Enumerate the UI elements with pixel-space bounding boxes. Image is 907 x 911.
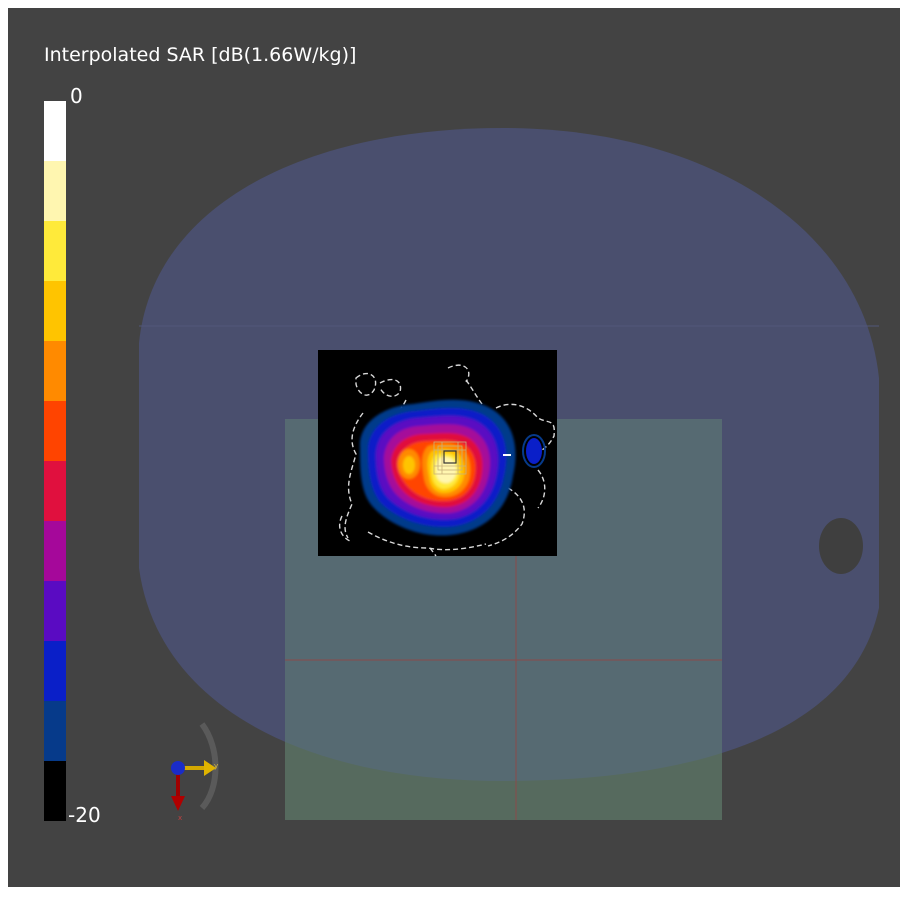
x-axis-label: x (178, 814, 182, 822)
zoom-scan-grid (433, 441, 467, 475)
color-scale-band (44, 341, 66, 401)
color-scale-band (44, 401, 66, 461)
legend-max-label: 0 (70, 84, 83, 108)
scan-noise-contours (338, 364, 555, 557)
sar-viewport: y x Interpolated SAR [dB(1.66W/kg)] 0 -2… (8, 8, 900, 887)
color-scale-band (44, 641, 66, 701)
color-scale-band (44, 161, 66, 221)
secondary-spot-edge (522, 434, 546, 468)
color-scale-band (44, 101, 66, 161)
legend-min-label: -20 (68, 803, 101, 827)
color-scale-band (44, 701, 66, 761)
color-scale-band (44, 521, 66, 581)
y-axis-label: y (214, 762, 218, 770)
color-scale-band (44, 221, 66, 281)
color-scale-band (44, 281, 66, 341)
phantom-hole (819, 518, 863, 574)
color-scale-band (44, 581, 66, 641)
legend-title: Interpolated SAR [dB(1.66W/kg)] (44, 44, 357, 66)
color-scale-band (44, 761, 66, 821)
color-scale-band (44, 461, 66, 521)
color-scale-bar (44, 101, 66, 821)
axes-gizmo: y x (171, 722, 219, 822)
secondary-spot (526, 438, 542, 464)
sar-scene: y x (139, 128, 879, 822)
peak-marker (443, 450, 457, 464)
